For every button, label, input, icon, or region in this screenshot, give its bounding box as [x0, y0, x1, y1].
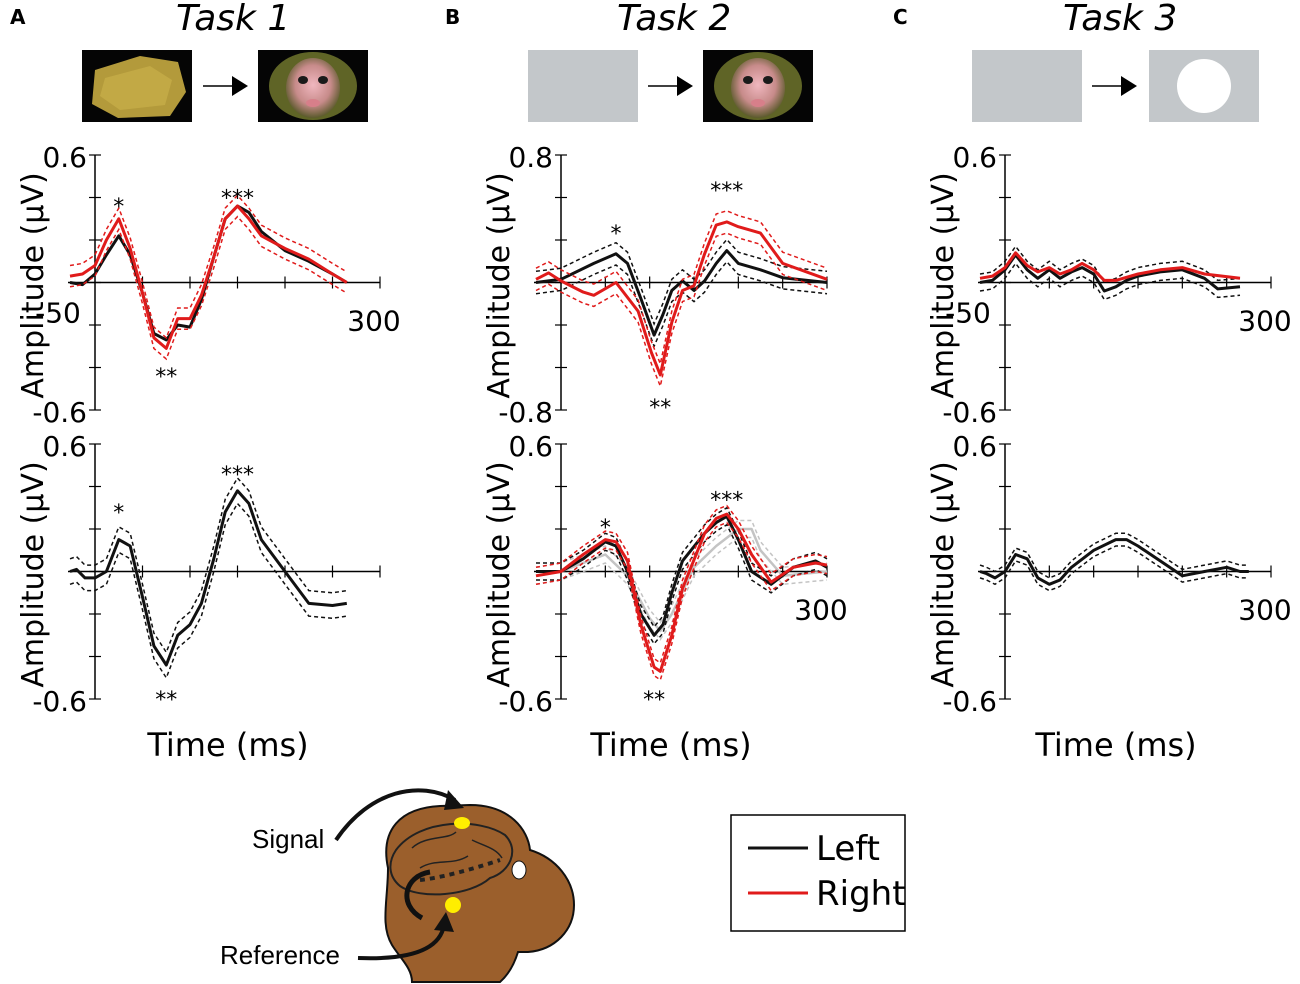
x-tick-label-min: -50 — [945, 297, 991, 330]
erp-chart-task3-top: 0.6 -0.6 -50 300 Amplitude (µV) — [926, 141, 1292, 429]
x-tick-label-max: 300 — [1238, 305, 1291, 338]
y-tick-label-max: 0.8 — [508, 141, 553, 174]
series-band-upper-left — [536, 506, 828, 629]
panel-letter-a: A — [10, 5, 26, 29]
y-axis-title: Amplitude (µV) — [16, 461, 51, 687]
series-line-gray — [535, 527, 828, 633]
arrow-icon — [203, 76, 248, 96]
significance-marker: ** — [155, 365, 177, 390]
legend: Left Right — [730, 814, 906, 932]
y-tick-label-min: -0.6 — [498, 685, 553, 718]
series-line-left — [979, 253, 1241, 293]
signal-label: Signal — [252, 824, 324, 854]
series-band-lower-right — [535, 521, 828, 682]
arrow-icon — [1092, 76, 1137, 96]
x-tick-label-max: 300 — [794, 594, 847, 627]
series-band-lower-left — [69, 502, 347, 680]
series-band-upper-left — [979, 532, 1249, 579]
series-line-right — [535, 512, 828, 673]
legend-label-left: Left — [816, 829, 880, 869]
y-tick-label-min: -0.8 — [498, 396, 553, 429]
stimulus-gray-blank — [972, 50, 1082, 122]
x-axis-title: Time (ms) — [589, 726, 751, 764]
y-tick-label-min: -0.6 — [32, 685, 87, 718]
y-tick-label-max: 0.6 — [42, 430, 87, 463]
y-axis-title: Amplitude (µV) — [926, 172, 961, 398]
x-tick-label-min: -50 — [35, 297, 81, 330]
legend-label-right: Right — [816, 874, 906, 914]
series-band-lower-left — [535, 260, 828, 349]
y-axis-title: Amplitude (µV) — [16, 172, 51, 398]
significance-marker: *** — [710, 488, 743, 513]
significance-marker: *** — [221, 187, 254, 212]
x-axis-title: Time (ms) — [1034, 726, 1196, 764]
y-tick-label-max: 0.6 — [42, 141, 87, 174]
series-band-upper-left — [535, 238, 828, 326]
significance-marker: * — [113, 195, 124, 220]
y-axis-title: Amplitude (µV) — [482, 461, 517, 687]
arrow-icon — [648, 76, 693, 96]
y-axis-title: Amplitude (µV) — [482, 172, 517, 398]
series-line-left — [536, 514, 828, 637]
reference-electrode — [445, 897, 461, 913]
x-tick-label-max: 300 — [347, 305, 400, 338]
y-axis-title: Amplitude (µV) — [926, 461, 961, 687]
significance-marker: *** — [221, 463, 254, 488]
series-band-upper-left — [69, 476, 347, 654]
significance-marker: * — [113, 501, 124, 526]
series-line-left — [979, 538, 1249, 586]
significance-marker: ** — [643, 688, 665, 713]
series-line-left — [535, 249, 828, 337]
significance-marker: * — [600, 516, 611, 541]
stimulus-monkey-face — [703, 50, 813, 122]
stimulus-gray-blank — [528, 50, 638, 122]
x-axis-title: Time (ms) — [146, 726, 308, 764]
series-band-upper-left — [979, 245, 1241, 284]
panel-letter-b: B — [445, 5, 460, 29]
series-band-lower-left — [536, 523, 828, 646]
task-title-2: Task 2 — [617, 0, 731, 39]
y-tick-label-min: -0.6 — [32, 396, 87, 429]
series-line-right — [979, 251, 1241, 282]
series-band-lower-left — [979, 262, 1241, 301]
stimulus-white-disk — [1149, 50, 1259, 122]
series-line-right — [535, 220, 828, 377]
stimulus-monkey-face — [258, 50, 368, 122]
series-line-right — [69, 204, 348, 350]
significance-marker: * — [610, 222, 621, 247]
task-title-1: Task 1 — [176, 0, 290, 39]
series-band-upper-right — [69, 194, 348, 340]
y-tick-label-max: 0.6 — [952, 141, 997, 174]
significance-marker: *** — [710, 179, 743, 204]
reference-label: Reference — [220, 940, 340, 970]
stimulus-noise-patch — [82, 50, 192, 122]
y-tick-label-max: 0.6 — [508, 430, 553, 463]
series-band-lower-gray — [535, 536, 828, 641]
y-tick-label-min: -0.6 — [942, 685, 997, 718]
erp-chart-task3-bottom: 0.6 -0.6 300 Amplitude (µV) — [926, 430, 1292, 718]
series-line-left — [69, 489, 348, 667]
y-tick-label-min: -0.6 — [942, 396, 997, 429]
head-schematic: Signal Reference — [220, 788, 576, 983]
task-title-3: Task 3 — [1063, 0, 1177, 39]
signal-electrode — [454, 817, 470, 829]
series-band-upper-right — [535, 210, 828, 367]
significance-marker: ** — [649, 396, 671, 421]
y-tick-label-max: 0.6 — [952, 430, 997, 463]
significance-marker: ** — [155, 688, 177, 713]
series-band-lower-left — [979, 545, 1249, 592]
series-band-lower-right — [69, 215, 348, 361]
panel-letter-c: C — [893, 5, 908, 29]
series-band-lower-right — [535, 232, 828, 389]
x-tick-label-max: 300 — [1238, 594, 1291, 627]
